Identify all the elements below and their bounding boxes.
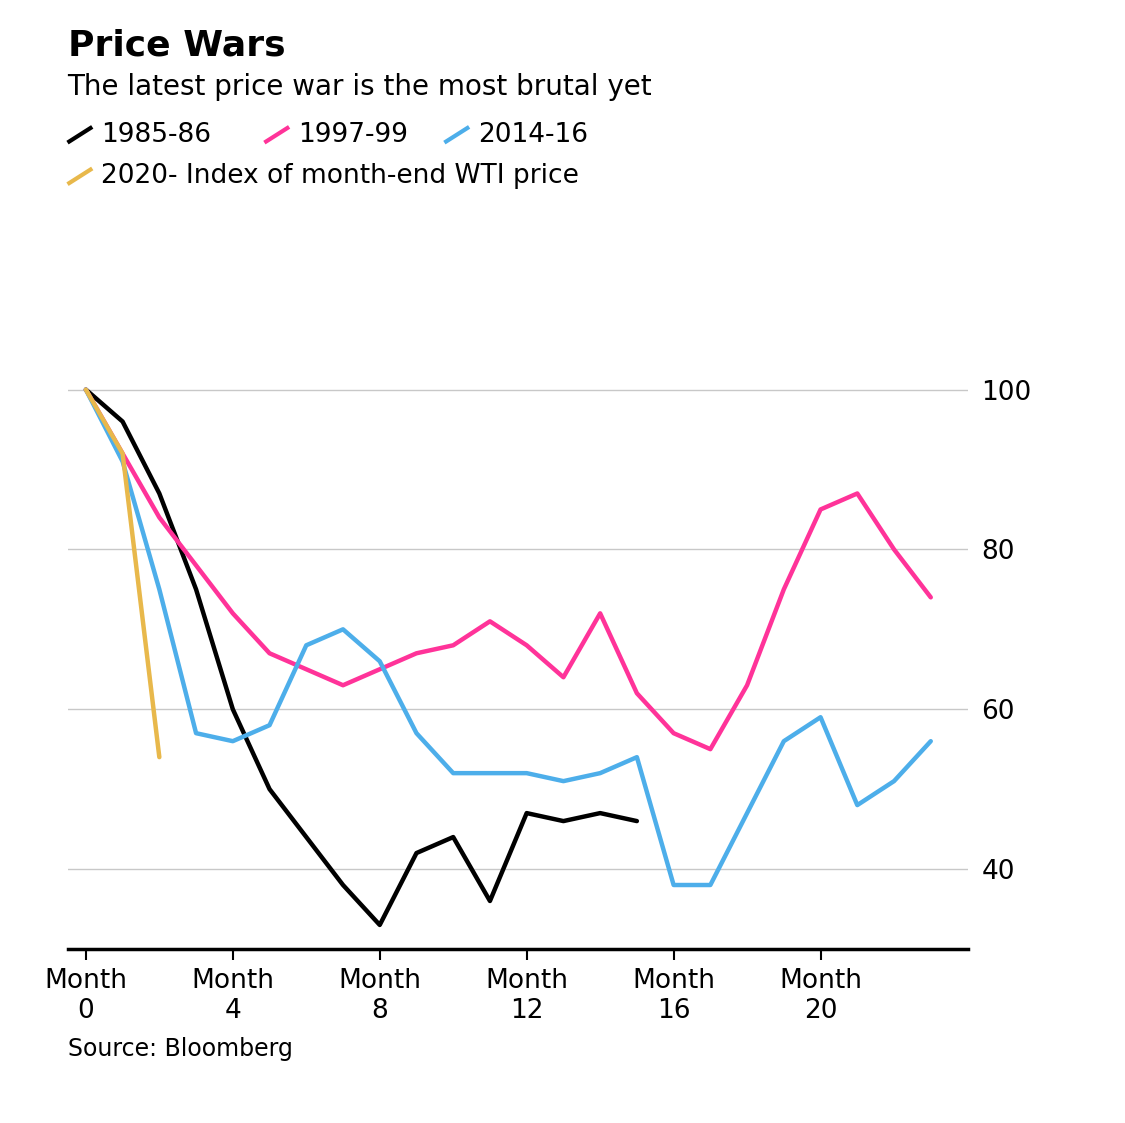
Text: 2014-16: 2014-16 [478,121,588,148]
Text: The latest price war is the most brutal yet: The latest price war is the most brutal … [68,73,652,101]
Text: Price Wars: Price Wars [68,28,285,62]
Text: 1985-86: 1985-86 [101,121,212,148]
Text: 2020- Index of month-end WTI price: 2020- Index of month-end WTI price [101,163,579,190]
Text: Source: Bloomberg: Source: Bloomberg [68,1038,292,1061]
Text: 1997-99: 1997-99 [298,121,408,148]
